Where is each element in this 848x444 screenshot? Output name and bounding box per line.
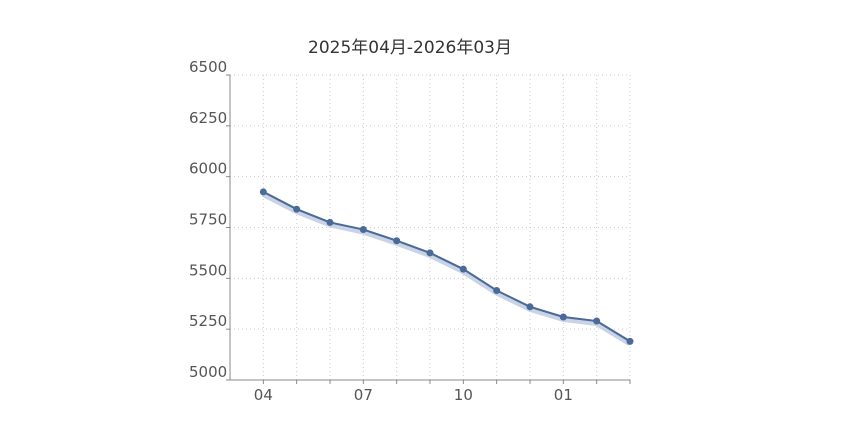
y-tick-label: 6250: [189, 109, 227, 127]
point: [259, 188, 267, 196]
y-tick-label: 5500: [189, 261, 227, 279]
y-tick-label: 5750: [189, 211, 227, 229]
point: [426, 249, 434, 257]
point: [593, 317, 601, 325]
x-tick-label: 10: [454, 386, 473, 404]
y-tick-label: 6000: [189, 160, 227, 178]
point: [459, 265, 467, 273]
line-shadow: [261, 191, 632, 346]
line: [262, 191, 631, 343]
point: [559, 313, 567, 321]
point: [293, 205, 301, 213]
point: [526, 303, 534, 311]
y-tick-label: 5250: [189, 312, 227, 330]
x-tick-label: 04: [254, 386, 273, 404]
point: [359, 226, 367, 234]
x-tick-label: 01: [554, 386, 573, 404]
x-tick-label: 07: [354, 386, 373, 404]
point: [493, 287, 501, 295]
point: [326, 218, 334, 226]
y-tick-label: 5000: [189, 363, 227, 381]
point: [626, 337, 634, 345]
chart-title: 2025年04月-2026年03月: [308, 38, 512, 58]
point: [393, 237, 401, 245]
y-tick-label: 6500: [189, 58, 227, 76]
